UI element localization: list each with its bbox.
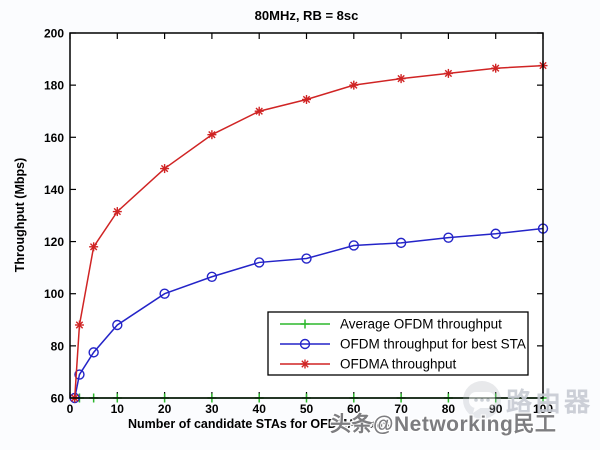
x-tick-label: 50 [300, 402, 314, 416]
x-tick-label: 80 [442, 402, 456, 416]
data-point-circle [443, 232, 454, 243]
y-tick-label: 180 [44, 79, 64, 93]
data-point-circle [254, 257, 265, 268]
watermark-router-text: 路由器 [506, 387, 594, 417]
y-tick-label: 100 [44, 287, 64, 301]
data-point-asterisk [255, 107, 263, 115]
data-point-circle [348, 240, 359, 251]
data-point-asterisk [492, 64, 500, 72]
data-point-asterisk [397, 74, 405, 83]
data-point-asterisk [208, 130, 216, 139]
y-tick-label: 80 [51, 339, 65, 353]
legend-label-0: Average OFDM throughput [340, 317, 502, 332]
x-tick-label: 60 [347, 402, 361, 416]
legend-label-2: OFDMA throughput [340, 357, 457, 372]
axis-box [69, 32, 544, 399]
x-tick-label: 20 [158, 402, 172, 416]
data-point-asterisk [89, 243, 98, 251]
data-point-circle [112, 319, 123, 331]
data-point-circle [395, 237, 407, 249]
legend-label-1: OFDM throughput for best STA [340, 337, 526, 352]
data-point-asterisk [444, 69, 453, 78]
data-point-asterisk [350, 81, 358, 89]
comment-bubble-icon [461, 381, 503, 421]
data-point-circle [88, 347, 99, 358]
x-tick-label: 0 [67, 402, 74, 416]
y-tick-label: 120 [44, 235, 64, 249]
y-tick-label: 140 [44, 183, 64, 197]
watermark-account-text: 头条@Networking民工 [330, 413, 557, 436]
data-point-circle [299, 338, 311, 350]
y-tick-label: 200 [44, 27, 64, 41]
x-tick-label: 100 [533, 402, 553, 416]
x-tick-label: 10 [111, 402, 125, 416]
data-point-asterisk [75, 321, 84, 329]
data-point-circle [206, 271, 218, 282]
data-point-asterisk [302, 95, 311, 104]
y-axis-label: Throughput (Mbps) [13, 157, 27, 273]
x-tick-label: 30 [205, 402, 219, 416]
data-point-circle [301, 253, 312, 264]
chart-title: 80MHz, RB = 8sc [254, 8, 359, 23]
data-point-asterisk [160, 164, 169, 173]
data-point-asterisk [113, 207, 121, 216]
data-point-circle [74, 369, 85, 380]
x-tick-label: 40 [253, 402, 267, 416]
x-axis-label: Number of candidate STAs for OFDMA trans [128, 417, 390, 431]
x-tick-label: 70 [394, 402, 408, 416]
series-line-1 [73, 227, 544, 399]
y-tick-label: 160 [44, 131, 64, 145]
data-point-circle [159, 288, 170, 299]
data-point-asterisk [301, 360, 309, 368]
y-tick-label: 60 [51, 392, 65, 406]
data-point-circle [490, 228, 501, 239]
